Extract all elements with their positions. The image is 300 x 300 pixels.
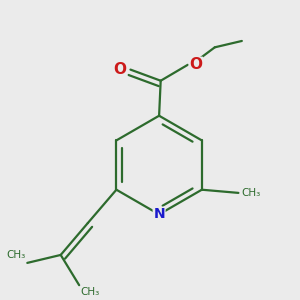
Text: O: O — [189, 57, 202, 72]
Text: CH₃: CH₃ — [241, 188, 260, 198]
Text: CH₃: CH₃ — [81, 287, 100, 297]
Text: CH₃: CH₃ — [7, 250, 26, 260]
Text: N: N — [153, 207, 165, 221]
Text: O: O — [114, 62, 127, 77]
